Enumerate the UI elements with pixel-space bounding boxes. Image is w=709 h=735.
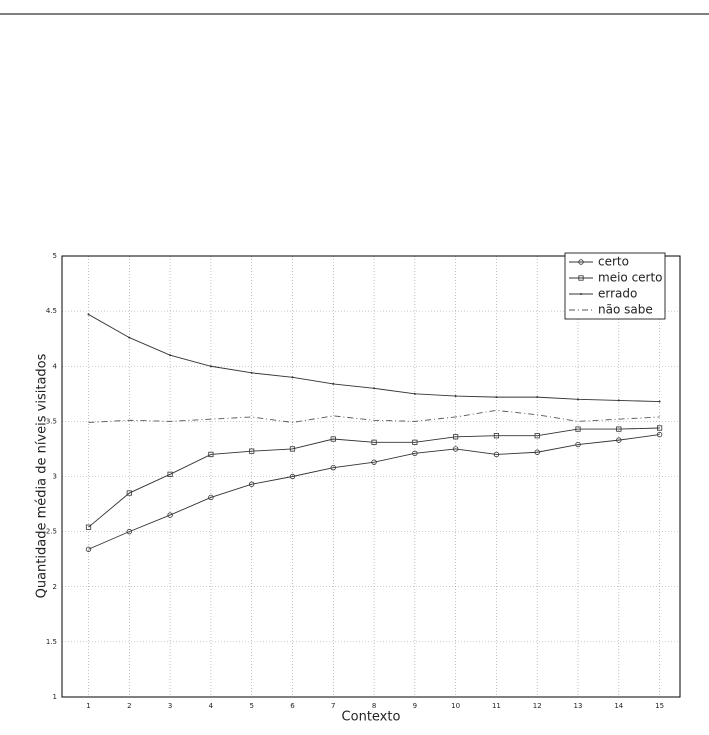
x-tick-label: 13 [574, 702, 583, 710]
y-tick-label: 3 [53, 473, 57, 481]
series-line [88, 427, 660, 528]
x-tick-label: 10 [451, 702, 460, 710]
point [128, 336, 131, 339]
point [249, 448, 255, 454]
point [536, 396, 539, 399]
y-tick-label: 3.5 [46, 417, 57, 425]
point [656, 431, 663, 438]
y-tick-label: 1 [53, 693, 57, 701]
point [248, 481, 255, 487]
x-tick-label: 2 [127, 702, 131, 710]
x-tick-label: 5 [249, 702, 253, 710]
x-tick-label: 4 [209, 702, 214, 710]
point [85, 524, 92, 530]
legend-label: não sabe [598, 303, 653, 317]
point [250, 371, 253, 374]
point [330, 436, 336, 442]
point [495, 396, 498, 399]
point [208, 451, 214, 458]
point [454, 395, 457, 398]
point [126, 528, 133, 535]
legend-label: certo [598, 255, 629, 269]
legend-label: meio certo [598, 271, 663, 285]
point [575, 426, 581, 432]
point [616, 426, 622, 432]
point [580, 293, 582, 295]
point [371, 459, 377, 465]
x-tick-label: 1 [86, 702, 90, 710]
x-tick-label: 7 [331, 702, 335, 710]
point [657, 425, 663, 431]
point [85, 546, 92, 552]
point [87, 313, 90, 316]
point [412, 450, 418, 457]
point [577, 398, 580, 401]
y-tick-label: 4 [53, 362, 58, 370]
x-tick-label: 8 [372, 702, 376, 710]
point [330, 464, 336, 471]
point [578, 259, 584, 265]
x-tick-label: 14 [614, 702, 623, 710]
y-tick-label: 2 [53, 583, 57, 591]
point [289, 473, 296, 480]
point [371, 439, 377, 445]
x-axis-label: Contexto [342, 710, 401, 725]
x-tick-label: 15 [655, 702, 664, 710]
point [413, 392, 416, 395]
point [412, 439, 418, 445]
y-tick-label: 1.5 [46, 638, 57, 646]
point [167, 512, 173, 518]
point [452, 446, 459, 452]
point [493, 433, 500, 439]
point [617, 399, 620, 402]
x-tick-label: 3 [168, 702, 172, 710]
point [534, 433, 540, 439]
point [534, 449, 540, 455]
x-tick-label: 11 [492, 702, 501, 710]
point [453, 434, 459, 440]
point [289, 446, 296, 452]
series-line [88, 409, 660, 423]
point [332, 382, 335, 385]
x-tick-label: 9 [413, 702, 417, 710]
point [373, 387, 376, 390]
point [126, 490, 132, 496]
y-tick-label: 5 [53, 252, 57, 260]
y-tick-label: 2.5 [46, 528, 57, 536]
point [616, 437, 622, 443]
point [169, 354, 172, 357]
point [291, 376, 294, 379]
legend-label: errado [598, 287, 637, 301]
y-axis-label: Quantidade média de níveis visitados [35, 353, 50, 598]
point [209, 365, 212, 368]
x-tick-label: 6 [290, 702, 295, 710]
point [493, 451, 500, 458]
point [575, 441, 581, 448]
plot-frame [61, 255, 681, 698]
point [578, 275, 584, 281]
x-tick-label: 12 [533, 702, 542, 710]
point [208, 494, 214, 501]
point [167, 471, 173, 477]
point [658, 400, 661, 403]
y-tick-label: 4.5 [46, 307, 57, 315]
series-line [88, 434, 660, 550]
